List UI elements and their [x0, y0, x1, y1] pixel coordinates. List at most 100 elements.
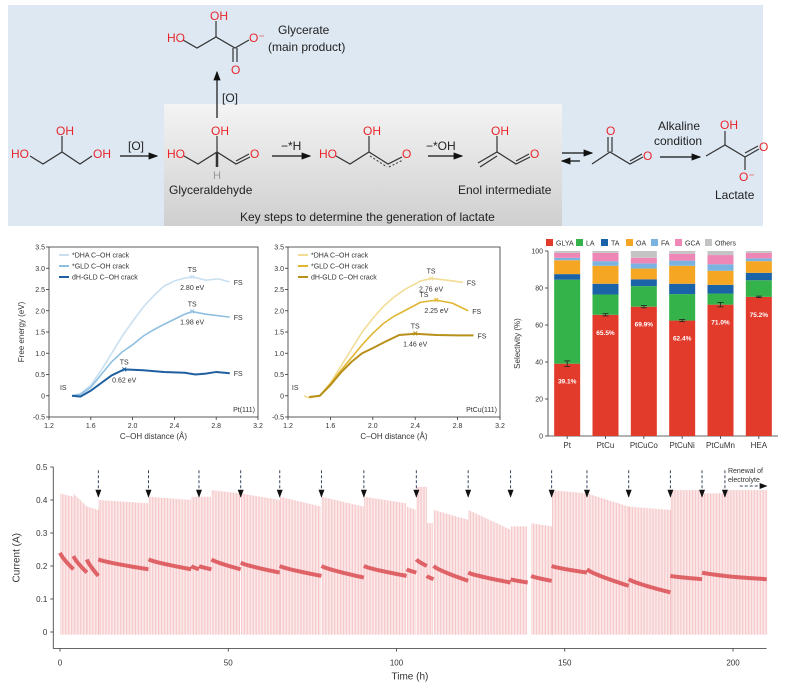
- legend-swatch: [601, 239, 608, 246]
- bar-segment-la: [592, 294, 619, 315]
- atom-label: O⁻: [249, 31, 265, 45]
- mean-current-band: [405, 567, 417, 575]
- bar-segment-gca: [630, 257, 657, 264]
- key-steps-box: [164, 104, 562, 226]
- atom-label: OH: [720, 118, 738, 132]
- y-tick-label: 2.0: [35, 308, 45, 315]
- bar-value-label: 71.0%: [711, 320, 730, 327]
- current-segment: [58, 493, 75, 635]
- x-tick-label: 1.2: [44, 423, 54, 430]
- mean-current-band: [239, 560, 281, 575]
- bar-segment-la: [745, 280, 772, 297]
- y-tick-label: 1.5: [274, 330, 284, 337]
- y-tick-label: 2.5: [35, 287, 45, 294]
- legend-swatch: [626, 239, 633, 246]
- y-axis-label: Selectivity (%): [513, 318, 522, 369]
- mean-current-band: [467, 570, 511, 585]
- glycerol-molecule: HO OH OH: [11, 124, 111, 165]
- renewal-label-line2: electrolyte: [728, 477, 760, 484]
- fs-label: FS: [234, 280, 243, 287]
- x-tick-label: HEA: [751, 441, 768, 450]
- current-segment: [198, 496, 212, 635]
- atom-label: HO: [167, 147, 185, 161]
- bar-segment-fa: [669, 260, 696, 266]
- x-tick-label: 2.8: [453, 423, 463, 430]
- surface-label: PtCu(111): [466, 407, 497, 414]
- current-segment: [278, 496, 322, 635]
- methylglyoxal-molecule: O O: [591, 124, 652, 165]
- atom-label: O: [643, 149, 652, 163]
- x-tick-label: 3.2: [253, 423, 263, 430]
- ts-label: TS: [419, 292, 428, 299]
- ts-marker: ×: [190, 307, 195, 317]
- bar-segment-others: [707, 251, 734, 256]
- current-segment: [190, 496, 200, 635]
- renewal-label-line1: Renewal of: [728, 468, 763, 475]
- is-label: IS: [292, 385, 299, 392]
- x-tick-label: 2.4: [410, 423, 420, 430]
- current-segment: [509, 526, 529, 635]
- y-tick-label: 1.5: [35, 330, 45, 337]
- minus-oh-label: −*OH: [426, 139, 456, 153]
- y-tick-label: 40: [535, 360, 543, 367]
- mean-current-band: [425, 574, 435, 582]
- mean-current-band: [414, 558, 428, 568]
- atom-label: O: [530, 147, 539, 161]
- bar-segment-gca: [707, 255, 734, 265]
- enol-molecule: OH O: [477, 124, 539, 168]
- mean-current-band: [198, 564, 212, 572]
- x-tick-label: 200: [726, 659, 740, 668]
- fs-label: FS: [472, 309, 481, 316]
- bar-segment-others: [554, 251, 581, 253]
- ts-label: TS: [411, 324, 420, 331]
- ts-label: TS: [427, 268, 436, 275]
- current-segment: [550, 490, 588, 635]
- mean-current-band: [210, 557, 242, 572]
- dehydrogenated-intermediate-molecule: HO OH O: [319, 124, 411, 168]
- atom-label: HO: [167, 31, 185, 45]
- is-label: IS: [60, 385, 67, 392]
- fs-label: FS: [234, 371, 243, 378]
- series-line: [71, 310, 230, 397]
- bar-segment-fa: [592, 261, 619, 266]
- bar-segment-others: [669, 251, 696, 254]
- current-segment: [432, 510, 469, 635]
- bar-value-label: 39.1%: [558, 379, 577, 386]
- bar-segment-others: [745, 251, 772, 253]
- glyceraldehyde-molecule: HO OH O H: [167, 124, 259, 182]
- current-segment: [405, 506, 417, 635]
- plot-frame: [287, 246, 501, 418]
- bar-segment-oa: [554, 260, 581, 275]
- bar-segment-oa: [630, 268, 657, 280]
- fs-label: FS: [478, 333, 487, 340]
- bar-segment-fa: [630, 263, 657, 269]
- condition-label: condition: [654, 134, 702, 148]
- y-tick-label: 3.0: [274, 266, 284, 273]
- y-tick-label: 0.5: [36, 463, 48, 472]
- atom-label: OH: [491, 124, 509, 138]
- x-tick-label: 3.2: [495, 423, 505, 430]
- y-tick-label: 0: [539, 434, 543, 441]
- legend-swatch: [576, 239, 583, 246]
- current-segment: [467, 510, 511, 635]
- atom-label: OH: [210, 9, 228, 23]
- x-axis-label: C–OH distance (Å): [360, 432, 427, 441]
- ts-marker: ×: [434, 295, 439, 305]
- y-tick-label: 0.4: [36, 496, 48, 505]
- bar-segment-ta: [592, 283, 619, 295]
- current-segment: [724, 490, 768, 635]
- ts-label: TS: [188, 302, 197, 309]
- legend-label: GLYA: [556, 241, 574, 248]
- x-tick-label: 1.6: [326, 423, 336, 430]
- legend-label: *DHA C–OH crack: [72, 253, 130, 260]
- current-segment: [85, 506, 100, 635]
- x-axis-label: Time (h): [392, 672, 429, 683]
- bar-segment-ta: [745, 272, 772, 281]
- atom-label: OH: [363, 124, 381, 138]
- bar-segment-gca: [592, 252, 619, 262]
- legend-swatch: [651, 239, 658, 246]
- mean-current-band: [278, 564, 322, 578]
- x-tick-label: PtCuCo: [630, 441, 659, 450]
- mean-current-band: [147, 557, 192, 572]
- current-segment: [320, 496, 365, 635]
